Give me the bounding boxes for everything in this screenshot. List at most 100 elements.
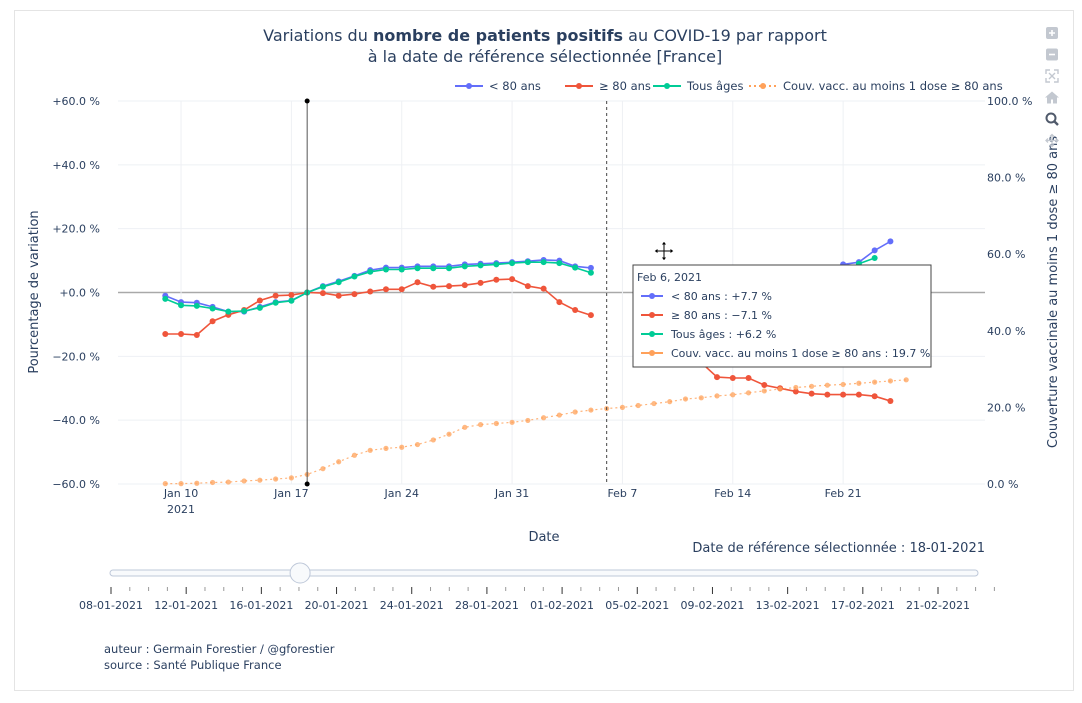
data-point	[367, 268, 374, 275]
reference-line-top-marker	[304, 98, 310, 104]
data-point	[430, 283, 437, 290]
slider-tick-label: 01-02-2021	[530, 599, 594, 612]
tooltip-box	[632, 264, 932, 368]
data-point	[493, 420, 499, 427]
data-point	[809, 383, 815, 389]
data-point	[162, 295, 169, 302]
tooltip-row: ≥ 80 ans : −7.1 %	[671, 309, 772, 322]
series-layer	[162, 238, 909, 487]
data-point	[651, 400, 657, 407]
data-point	[461, 263, 468, 270]
y-tick-label: +20.0 %	[52, 223, 100, 236]
series-3	[162, 377, 909, 487]
y2-tick-label: 0.0 %	[987, 478, 1018, 491]
data-point	[572, 264, 579, 271]
data-point	[335, 279, 342, 286]
data-point	[793, 384, 799, 391]
data-point	[273, 476, 279, 482]
data-point	[714, 393, 720, 399]
data-point	[209, 305, 216, 312]
series-line	[165, 278, 592, 336]
data-point	[525, 417, 531, 424]
slider-tick-label: 24-01-2021	[380, 599, 444, 612]
data-point	[871, 393, 878, 400]
slider-tick-label: 17-02-2021	[831, 599, 895, 612]
data-point	[430, 437, 436, 443]
data-point	[383, 445, 389, 451]
y2-axis-title: Couverture vaccinale au moins 1 dose ≥ 8…	[1046, 136, 1061, 448]
legend-label: < 80 ans	[489, 79, 541, 93]
data-point	[367, 447, 373, 453]
data-point	[556, 260, 563, 267]
slider-tick-label: 20-01-2021	[305, 599, 369, 612]
data-point	[493, 261, 500, 268]
author-credit: auteur : Germain Forestier / @gforestier	[104, 642, 335, 656]
data-point	[761, 388, 767, 394]
legend-swatch-marker	[664, 83, 670, 89]
x-tick-label: Feb 14	[714, 487, 751, 500]
data-point	[792, 388, 799, 395]
data-point	[351, 291, 358, 298]
data-point	[871, 247, 878, 254]
axes-layer: +60.0 % +40.0 % +20.0 % +0.0 % −20.0 % −40.0 …	[52, 95, 1032, 516]
legend-label: ≥ 80 ans	[599, 79, 651, 93]
data-point	[887, 378, 894, 384]
data-point	[824, 391, 831, 398]
data-point	[871, 255, 878, 262]
series-line	[842, 240, 891, 266]
data-point	[382, 266, 389, 273]
y-tick-label: +0.0 %	[59, 287, 100, 300]
data-point	[903, 377, 909, 383]
autoscale-icon[interactable]	[1045, 69, 1059, 83]
data-point	[477, 422, 484, 428]
title-segment-2: au COVID-19 par rapport	[623, 26, 827, 45]
data-point	[178, 481, 184, 487]
y-tick-label: −40.0 %	[52, 414, 100, 427]
data-point	[399, 444, 405, 450]
zoom-out-icon[interactable]	[1046, 48, 1058, 61]
tooltip-swatch-marker	[649, 350, 655, 356]
data-point	[840, 381, 846, 388]
y2-tick-label: 20.0 %	[987, 401, 1025, 414]
zoom-icon[interactable]	[1045, 112, 1059, 126]
data-point	[745, 390, 752, 396]
slider-handle[interactable]	[289, 562, 311, 584]
data-point	[587, 269, 594, 276]
data-point	[556, 412, 562, 418]
slider-rail[interactable]	[109, 569, 979, 577]
y-tick-label: +60.0 %	[52, 95, 100, 108]
data-point	[446, 283, 453, 290]
data-point	[430, 265, 437, 272]
data-point	[887, 238, 894, 245]
series-line	[164, 261, 592, 313]
reference-line-bottom-marker	[304, 481, 310, 487]
data-point	[257, 477, 263, 483]
data-point	[462, 424, 468, 430]
title-segment-0: Variations du	[263, 26, 373, 45]
data-point	[761, 382, 768, 389]
legend-swatch-marker	[760, 83, 766, 89]
data-point	[446, 265, 453, 272]
data-point	[493, 276, 500, 283]
x-tick-label: Feb 7	[607, 487, 637, 500]
tooltip-row: Tous âges : +6.2 %	[670, 328, 776, 341]
date-slider[interactable]: 08-01-2021 12-01-2021 16-01-2021 20-01-2021…	[79, 562, 995, 612]
data-point	[509, 260, 516, 267]
data-point	[682, 396, 689, 402]
data-point	[509, 276, 516, 283]
slider-tick-label: 09-02-2021	[680, 599, 744, 612]
tooltip-swatch-marker	[649, 331, 655, 337]
tooltip-row: < 80 ans : +7.7 %	[671, 290, 772, 303]
tooltip-swatch-marker	[649, 293, 655, 299]
data-point	[382, 286, 389, 293]
data-point	[556, 299, 563, 306]
home-icon[interactable]	[1045, 91, 1059, 104]
data-point	[336, 459, 342, 465]
data-point	[162, 481, 168, 487]
pan-icon[interactable]	[1045, 133, 1059, 148]
data-point	[193, 331, 200, 338]
zoom-in-icon[interactable]	[1046, 27, 1058, 39]
data-point	[872, 379, 878, 385]
data-point	[398, 266, 405, 273]
y2-tick-label: 100.0 %	[987, 95, 1032, 108]
